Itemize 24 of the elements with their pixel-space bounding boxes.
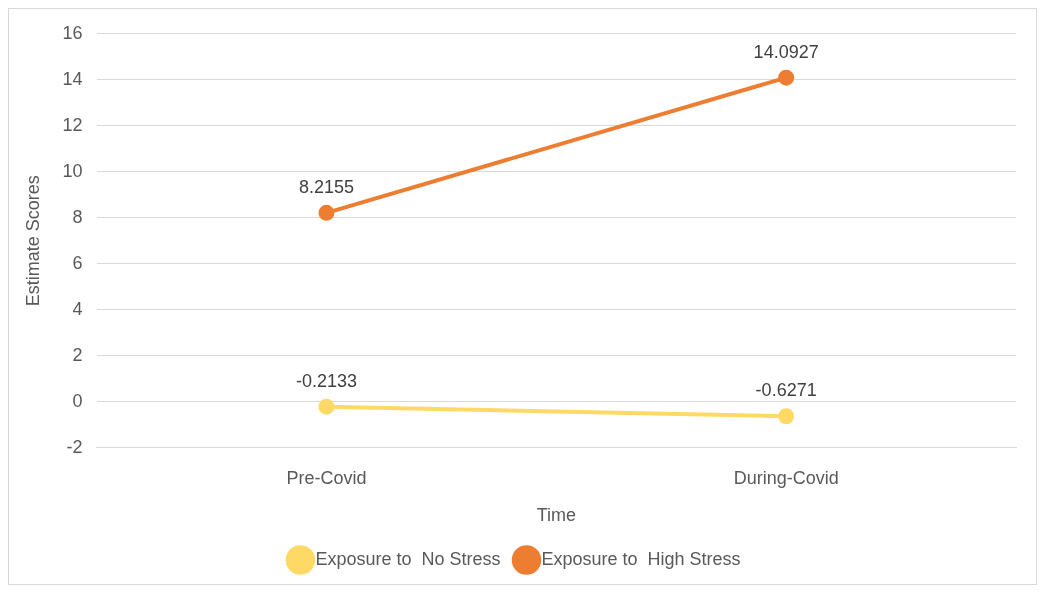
y-tick-label: 14 bbox=[62, 68, 83, 89]
y-tick-label: 12 bbox=[62, 114, 83, 135]
legend-label: Exposure to No Stress bbox=[315, 548, 501, 569]
point bbox=[778, 69, 795, 86]
y-tick-label: 10 bbox=[62, 160, 83, 181]
data-label: 8.2155 bbox=[298, 176, 354, 197]
x-axis-title: Time bbox=[536, 505, 576, 526]
y-tick-label: 6 bbox=[72, 252, 83, 273]
y-tick-label: 2 bbox=[72, 344, 83, 365]
y-tick-label: -2 bbox=[66, 436, 83, 457]
point bbox=[318, 204, 335, 221]
point bbox=[318, 398, 335, 415]
y-tick-label: 4 bbox=[72, 298, 83, 319]
data-label: -0.6271 bbox=[755, 380, 817, 401]
legend-label: Exposure to High Stress bbox=[541, 548, 741, 569]
y-axis-title: Estimate Scores bbox=[22, 175, 43, 307]
point bbox=[778, 408, 795, 425]
x-tick-label: Pre-Covid bbox=[286, 467, 367, 488]
data-label: 14.0927 bbox=[753, 41, 819, 62]
y-tick-label: 0 bbox=[72, 390, 83, 411]
y-tick-label: 16 bbox=[62, 22, 83, 43]
data-label: -0.2133 bbox=[295, 370, 357, 391]
y-tick-label: 8 bbox=[72, 206, 83, 227]
x-tick-label: During-Covid bbox=[733, 467, 839, 488]
